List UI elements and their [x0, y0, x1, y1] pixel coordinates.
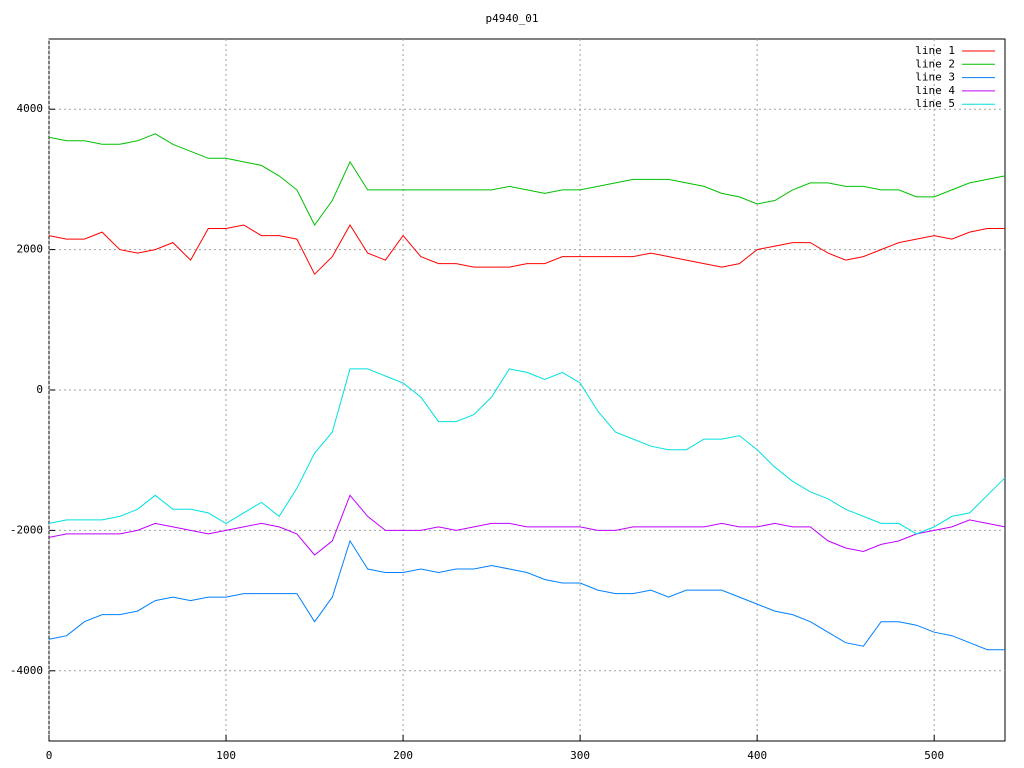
x-tick-label: 400 [747, 749, 767, 762]
x-tick-label: 300 [570, 749, 590, 762]
x-tick-label: 100 [216, 749, 236, 762]
plot-frame [48, 38, 1006, 742]
y-tick-label: 4000 [17, 102, 44, 115]
y-tick-label: -4000 [10, 664, 43, 677]
x-tick-label: 200 [393, 749, 413, 762]
data-line [48, 368, 1006, 535]
y-tick-label: 0 [36, 383, 43, 396]
data-line [48, 133, 1006, 226]
data-line [48, 494, 1006, 556]
data-line [48, 224, 1005, 276]
series-group [48, 133, 1006, 651]
x-tick-label: 500 [924, 749, 944, 762]
legend-label: line 1 [915, 44, 955, 57]
legend-label: line 3 [915, 71, 955, 84]
y-tick-label: 2000 [17, 243, 44, 256]
y-tick-label: -2000 [10, 523, 43, 536]
chart-title: p4940_01 [486, 12, 539, 25]
data-line [48, 539, 1005, 651]
legend-label: line 2 [915, 57, 955, 70]
x-tick-label: 0 [46, 749, 53, 762]
grid: -4000 -2000 0 2000 4000 0 100 200 300 400 500 [10, 39, 1005, 762]
legend-label: line 4 [915, 84, 955, 97]
legend-label: line 5 [915, 97, 955, 110]
